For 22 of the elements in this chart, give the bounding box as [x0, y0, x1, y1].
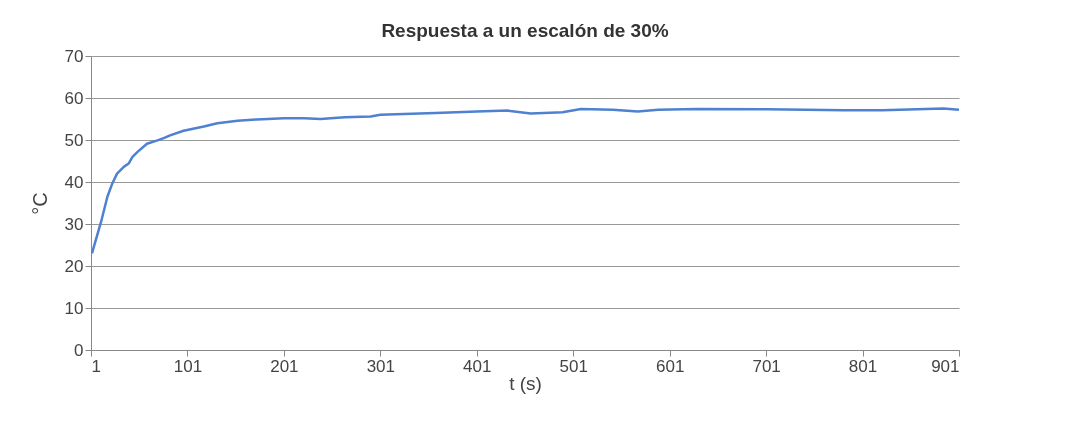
y-tick-label: 70	[64, 46, 84, 66]
x-tick-label: 301	[366, 356, 396, 376]
y-tick-label: 10	[64, 298, 84, 318]
x-tick-label: 1	[91, 356, 101, 376]
y-tick-label: 0	[74, 340, 84, 360]
x-tick-label: 101	[173, 356, 203, 376]
y-tick-label: 60	[64, 88, 84, 108]
y-axis-title: °C	[28, 192, 51, 215]
chart-title: Respuesta a un escalón de 30%	[381, 20, 669, 41]
x-tick-label: 401	[463, 356, 492, 376]
x-tick-label: 501	[559, 356, 588, 376]
x-axis-title: t (s)	[509, 372, 542, 394]
x-tick-label: 701	[752, 356, 781, 376]
y-tick-label: 30	[64, 214, 84, 234]
line-series	[91, 107, 959, 255]
x-tick-label: 201	[270, 356, 299, 376]
y-tick-label: 20	[64, 256, 84, 276]
x-tick-label: 901	[931, 356, 960, 376]
x-tick-label: 801	[848, 356, 878, 376]
x-tick-label: 601	[655, 356, 685, 376]
y-tick-label: 50	[64, 130, 84, 150]
y-tick-label: 40	[64, 172, 84, 192]
